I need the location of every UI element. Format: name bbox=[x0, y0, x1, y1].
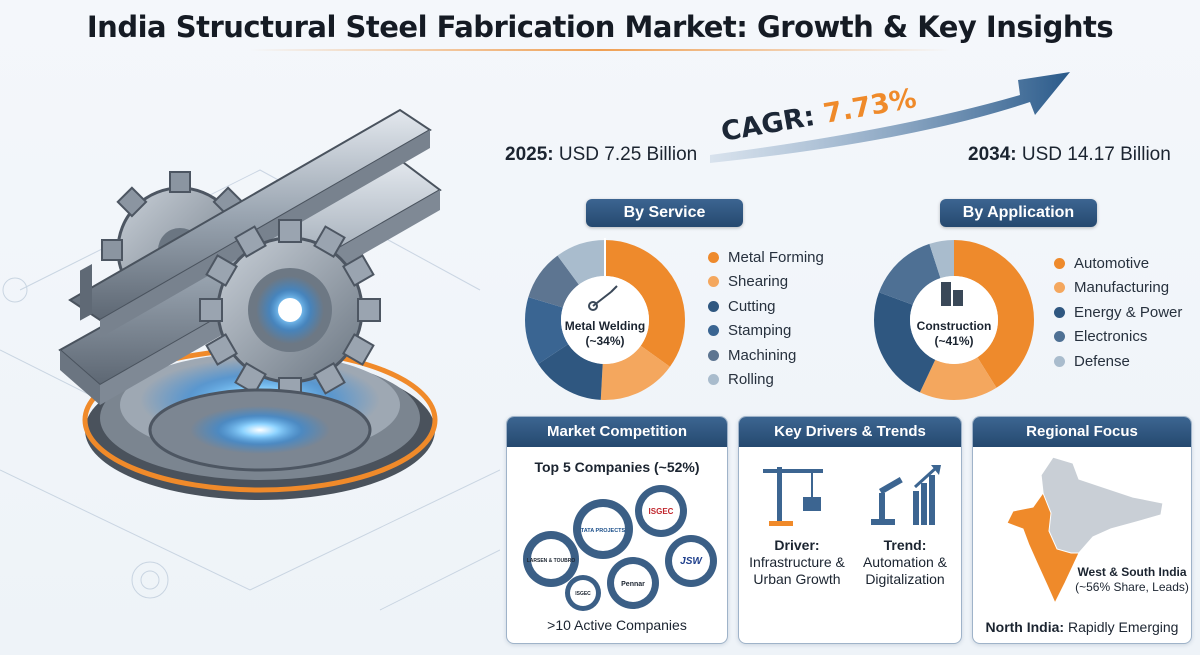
legend-dot bbox=[708, 374, 719, 386]
legend-item: Cutting bbox=[708, 294, 824, 319]
trend-text-1: Automation & bbox=[862, 554, 948, 570]
application-legend: Automotive Manufacturing Energy & Power … bbox=[1054, 251, 1182, 374]
building-icon bbox=[941, 282, 963, 306]
start-year: 2025: bbox=[505, 144, 554, 165]
legend-item: Manufacturing bbox=[1054, 276, 1182, 301]
legend-item: Machining bbox=[708, 343, 824, 368]
legend-item: Rolling bbox=[708, 368, 824, 393]
competition-subtitle: Top 5 Companies (~52%) bbox=[534, 459, 700, 475]
application-center-value: (~41%) bbox=[934, 334, 974, 348]
india-map-icon bbox=[1006, 456, 1164, 605]
market-competition-card: Market Competition Top 5 Companies (~52%… bbox=[506, 416, 728, 644]
growth-arrow-icon bbox=[710, 72, 1070, 163]
steel-gear-illustration bbox=[0, 108, 500, 611]
legend-item: Defense bbox=[1054, 349, 1182, 374]
application-center: Construction (~41%) bbox=[894, 319, 1014, 349]
service-center-value: (~34%) bbox=[585, 334, 625, 348]
service-header: By Service bbox=[586, 199, 743, 227]
crane-icon bbox=[763, 467, 823, 526]
driver-column: Driver: Infrastructure & Urban Growth bbox=[745, 537, 849, 588]
legend-dot bbox=[708, 349, 719, 361]
logo-isgec-top: ISGEC bbox=[649, 507, 674, 516]
service-donut-chart bbox=[525, 238, 685, 400]
logo-larsen-toubro: LARSEN & TOUBRO bbox=[527, 558, 576, 564]
legend-item: Metal Forming bbox=[708, 245, 824, 270]
logo-tata-projects: TATA PROJECTS bbox=[581, 528, 626, 534]
start-value: USD 7.25 Billion bbox=[558, 144, 698, 165]
regional-header: Regional Focus bbox=[973, 417, 1191, 447]
regional-footer-text: Rapidly Emerging bbox=[1067, 619, 1179, 635]
end-stat: 2034: USD 14.17 Billion bbox=[968, 144, 1171, 166]
end-value: USD 14.17 Billion bbox=[1021, 144, 1171, 165]
drivers-header: Key Drivers & Trends bbox=[739, 417, 961, 447]
welding-torch-icon bbox=[588, 285, 618, 311]
start-stat: 2025: USD 7.25 Billion bbox=[505, 144, 697, 166]
legend-item: Automotive bbox=[1054, 251, 1182, 276]
logo-isgec-bottom: ISGEC bbox=[575, 591, 591, 597]
end-year: 2034: bbox=[968, 144, 1017, 165]
title-underline bbox=[250, 49, 950, 51]
legend-dot bbox=[708, 325, 719, 337]
driver-text-1: Infrastructure & bbox=[749, 554, 845, 570]
legend-item: Shearing bbox=[708, 270, 824, 295]
application-header: By Application bbox=[940, 199, 1097, 227]
regional-highlight: West & South India (~56% Share, Leads) bbox=[1071, 565, 1191, 595]
key-drivers-card: Key Drivers & Trends Driver: Infrastruct… bbox=[738, 416, 962, 644]
trend-text-2: Digitalization bbox=[865, 571, 945, 587]
service-center: Metal Welding (~34%) bbox=[545, 319, 665, 349]
legend-dot bbox=[1054, 306, 1065, 318]
application-center-label: Construction bbox=[916, 319, 992, 333]
trend-column: Trend: Automation & Digitalization bbox=[853, 537, 957, 588]
regional-highlight-1: West & South India bbox=[1077, 565, 1187, 579]
legend-item: Energy & Power bbox=[1054, 300, 1182, 325]
regional-footer-bold: North India: bbox=[985, 619, 1065, 635]
service-legend: Metal Forming Shearing Cutting Stamping … bbox=[708, 245, 824, 392]
page-title: India Structural Steel Fabrication Marke… bbox=[86, 10, 1114, 44]
legend-item: Electronics bbox=[1054, 325, 1182, 350]
company-logo-gears: LARSEN & TOUBRO TATA PROJECTS ISGEC JSW … bbox=[523, 485, 717, 611]
legend-dot bbox=[1054, 331, 1065, 343]
legend-dot bbox=[708, 300, 719, 312]
legend-dot bbox=[1054, 282, 1065, 294]
legend-dot bbox=[1054, 355, 1065, 367]
driver-text-2: Urban Growth bbox=[753, 571, 841, 587]
legend-item: Stamping bbox=[708, 319, 824, 344]
logo-pennar: Pennar bbox=[621, 581, 645, 588]
application-donut-chart bbox=[874, 240, 1034, 400]
regional-footer: North India: Rapidly Emerging bbox=[973, 619, 1191, 635]
competition-header: Market Competition bbox=[507, 417, 727, 447]
driver-label: Driver: bbox=[774, 537, 820, 553]
logo-jsw: JSW bbox=[680, 556, 703, 567]
regional-highlight-2: (~56% Share, Leads) bbox=[1075, 580, 1189, 594]
legend-dot bbox=[1054, 257, 1065, 269]
service-center-label: Metal Welding bbox=[564, 319, 646, 333]
trend-label: Trend: bbox=[883, 537, 927, 553]
competition-footer: >10 Active Companies bbox=[547, 617, 687, 633]
legend-dot bbox=[708, 251, 719, 263]
legend-dot bbox=[708, 276, 719, 288]
regional-focus-card: Regional Focus West & South India (~56% … bbox=[972, 416, 1192, 644]
robot-arm-icon bbox=[871, 465, 941, 525]
